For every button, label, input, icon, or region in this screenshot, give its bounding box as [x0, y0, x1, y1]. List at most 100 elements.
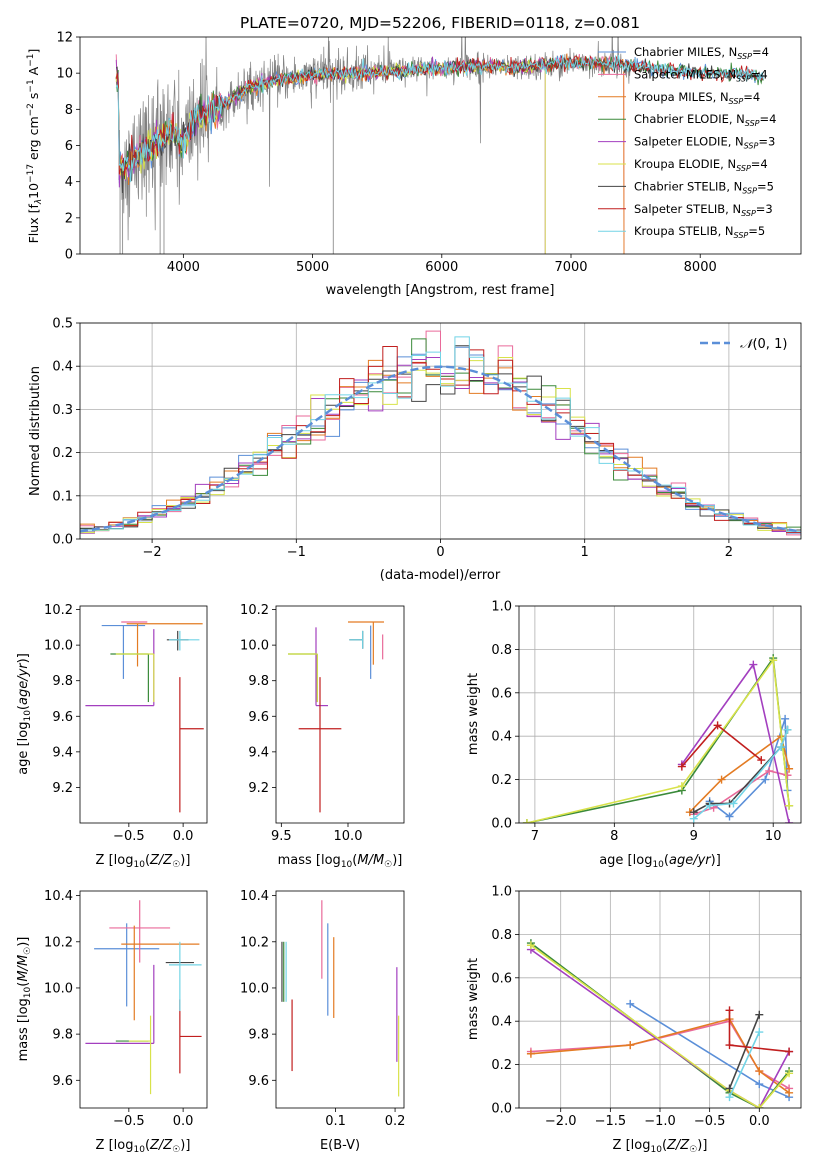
- errorbar-point: [166, 630, 189, 651]
- y-tick-label: 9.8: [248, 674, 269, 689]
- weight-marker: [626, 1041, 635, 1050]
- errorbar-point: [169, 941, 202, 1012]
- weight-line: [526, 658, 790, 823]
- legend-entry: Chabrier STELIB, NSSP=5: [634, 179, 774, 195]
- y-tick-label: 10: [56, 67, 73, 82]
- legend-entry: 𝒩(0, 1): [740, 337, 787, 352]
- x-tick-label: 5000: [296, 260, 329, 275]
- legend-entry: Chabrier MILES, NSSP=4: [634, 45, 769, 61]
- y-tick-label: 10.4: [240, 889, 269, 904]
- spectrum-plot-area: [115, 37, 764, 254]
- weight-marker: [755, 1028, 764, 1037]
- x-tick-label: 6000: [425, 260, 458, 275]
- y-tick-label: 10.2: [44, 603, 73, 618]
- y-tick-label: 0.8: [491, 928, 512, 943]
- errorbar-point: [288, 653, 318, 703]
- errorbar-point: [315, 627, 328, 707]
- weight-marker: [725, 1041, 734, 1050]
- x-tick-label: 0: [436, 545, 444, 560]
- errorbar-point: [115, 653, 155, 703]
- mass-weight-vs-z-panel: −2.0 −1.5 −1.0 −0.5 0.0 0.0 0.2 0.4 0.6 0.8 1.0 Z […: [466, 885, 802, 1155]
- y-tick-label: 10.4: [44, 889, 73, 904]
- x-axis-label: wavelength [Angstrom, rest frame]: [326, 283, 555, 298]
- x-tick-label: −0.5: [113, 1114, 145, 1129]
- age-vs-z-frame: [79, 605, 208, 824]
- weight-line: [689, 734, 790, 813]
- weight-line: [728, 1014, 761, 1089]
- weight-marker: [729, 799, 738, 808]
- mass-weight-vs-age-frame: [518, 605, 802, 824]
- x-tick-label: 9.5: [271, 829, 292, 844]
- weight-marker: [783, 771, 792, 780]
- x-tick-label: −0.5: [694, 1114, 726, 1129]
- mass-vs-z-frame: [79, 890, 208, 1109]
- weight-marker: [717, 775, 726, 784]
- y-tick-label: 0.4: [491, 1015, 512, 1030]
- model-line: [115, 53, 625, 254]
- y-tick-label: 10.0: [44, 981, 73, 996]
- x-tick-label: 0.2: [385, 1114, 406, 1129]
- mass-vs-z-panel: −0.5 0.0 9.6 9.8 10.0 10.2 10.4 Z [log10(Z/Z☉)]…: [16, 889, 208, 1155]
- errorbar-point: [94, 923, 160, 1007]
- x-axis-label: age [log10(age/yr)]: [599, 853, 721, 870]
- x-axis-label: (data-model)/error: [380, 568, 501, 583]
- y-tick-label: 10.2: [240, 935, 269, 950]
- weight-marker: [677, 762, 686, 771]
- mass-weight-vs-z-frame: [518, 890, 802, 1109]
- y-tick-label: 0.4: [491, 730, 512, 745]
- weight-marker: [749, 660, 758, 669]
- y-tick-label: 8: [65, 103, 73, 118]
- errorbar-point: [169, 630, 200, 651]
- x-axis-label: mass [log10(M/M☉)]: [278, 853, 403, 870]
- x-tick-label: 8: [610, 829, 618, 844]
- errorbar-point: [85, 964, 155, 1044]
- figure-title: PLATE=0720, MJD=52206, FIBERID=0118, z=0…: [240, 14, 640, 32]
- mass-vs-ebv-frame: [275, 890, 405, 1109]
- hist-panel: −2 −1 0 1 2 0.0 0.1 0.2 0.3 0.4 0.5 𝒩(0, 1) (data-mo…: [28, 317, 802, 583]
- y-tick-label: 9.8: [52, 1028, 73, 1043]
- y-tick-label: 0.1: [52, 489, 73, 504]
- x-axis-label: Z [log10(Z/Z☉)]: [96, 853, 191, 870]
- mass-vs-ebv-plot-area: [281, 900, 400, 1097]
- mass-vs-ebv-panel: 0.1 0.2 9.6 9.8 10.0 10.2 10.4 E(B-V): [240, 889, 405, 1153]
- mass-weight-vs-age-plot-area: [522, 654, 794, 823]
- y-tick-label: 0.0: [491, 1102, 512, 1117]
- weight-marker: [725, 812, 734, 821]
- weight-marker: [761, 775, 770, 784]
- hist-frame: [79, 322, 802, 540]
- y-tick-label: 0.2: [491, 773, 512, 788]
- x-tick-label: 4000: [167, 260, 200, 275]
- y-tick-label: 10.0: [240, 981, 269, 996]
- weight-marker: [755, 1104, 764, 1108]
- weight-marker: [526, 941, 535, 950]
- x-axis-label: E(B-V): [320, 1138, 360, 1153]
- weight-marker: [526, 1049, 535, 1058]
- errorbar-point: [121, 925, 200, 1021]
- x-tick-label: 2: [725, 545, 733, 560]
- age-vs-z-panel: −0.5 0.0 9.2 9.4 9.6 9.8 10.0 10.2 Z [log10(Z/Z☉…: [16, 603, 208, 870]
- x-tick-label: 10.0: [334, 829, 363, 844]
- y-tick-label: 9.8: [52, 674, 73, 689]
- y-tick-label: 10.2: [240, 603, 269, 618]
- mass-vs-z-plot-area: [85, 900, 202, 1095]
- weight-marker: [781, 714, 790, 723]
- errorbar-point: [101, 624, 146, 679]
- y-tick-label: 10.0: [240, 639, 269, 654]
- x-tick-label: 1: [581, 545, 589, 560]
- y-tick-label: 1.0: [491, 600, 512, 615]
- normal-curve: [80, 365, 801, 533]
- weight-marker: [626, 999, 635, 1008]
- x-tick-label: 0.0: [173, 829, 194, 844]
- errorbar-point: [348, 621, 384, 665]
- y-axis-label: Flux [fλ10−17 erg cm−2 s−1 A−1]: [26, 49, 44, 244]
- x-tick-label: 9: [690, 829, 698, 844]
- y-tick-label: 6: [65, 139, 73, 154]
- errorbar-point: [109, 900, 171, 963]
- y-tick-label: 9.6: [248, 710, 269, 725]
- y-axis-label: age [log10(age/yr)]: [16, 653, 33, 775]
- weight-marker: [785, 801, 794, 810]
- y-tick-label: 9.2: [52, 781, 73, 796]
- errorbar-point: [179, 677, 204, 813]
- y-axis-label: mass weight: [466, 958, 481, 1040]
